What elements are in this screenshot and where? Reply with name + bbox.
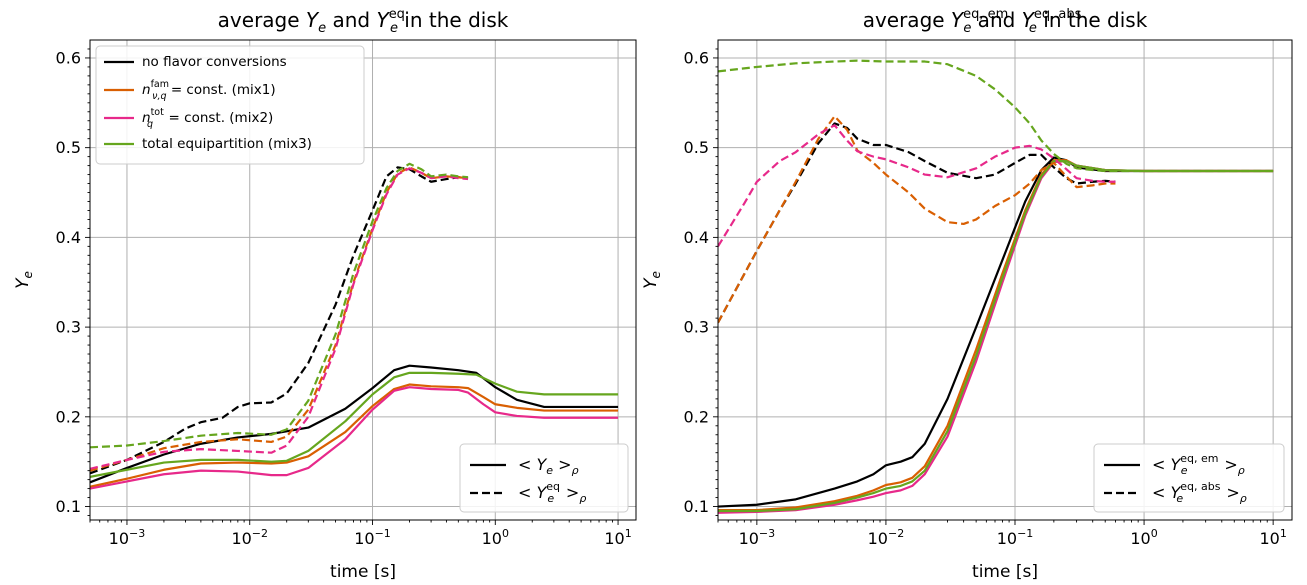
chart-panel-2: 10−3 10−2 10−1 100 101 0.1 0.2 0.3 0.4 0.5 0.6 time…	[641, 7, 1293, 582]
x-ticks	[89, 520, 619, 525]
chart-title: average Yeq, em e and Yeq, abs e in the di…	[863, 7, 1148, 36]
series-line-dashed-7	[718, 124, 1116, 247]
y-tick-label: 0.6	[684, 48, 709, 67]
y-tick-label: 0.5	[684, 138, 709, 157]
y-tick-label: 0.3	[684, 318, 709, 337]
legend-style-label: < Yeq e >ρ	[518, 480, 586, 505]
y-tick-label: 0.1	[56, 497, 81, 516]
y-tick-label: 0.2	[684, 407, 709, 426]
legend-style-label: < Ye >ρ	[518, 455, 579, 477]
y-tick-label: 0.3	[56, 318, 81, 337]
legend-label: nfam ν,q = const. (mix1)	[142, 79, 276, 102]
axes-frame	[717, 39, 1293, 521]
legend-models: no flavor conversions nfam ν,q = const. (m…	[95, 45, 365, 165]
series-line-dashed-8	[718, 59, 1274, 173]
series-line-dashed-5	[90, 166, 469, 475]
series-line-dashed-5	[718, 122, 1116, 324]
series-group	[90, 162, 619, 490]
legend-styles: < Ye >ρ < Yeq e >ρ	[459, 443, 629, 513]
x-tick-label: 10−1	[354, 527, 391, 548]
y-axis-label: Ye	[641, 271, 663, 289]
y-tick-label: 0.4	[56, 228, 81, 247]
y-axis-label: Ye	[13, 271, 35, 289]
x-tick-label: 10−1	[997, 527, 1034, 548]
series-line-dashed-6	[718, 115, 1116, 324]
x-tick-label: 101	[604, 527, 631, 548]
series-line-dashed-8	[90, 162, 469, 449]
series-line-solid-4	[718, 160, 1274, 513]
x-tick-label: 100	[482, 527, 509, 548]
y-ticks	[85, 48, 90, 516]
series-line-solid-3	[90, 386, 619, 490]
x-tick-label: 10−3	[739, 527, 776, 548]
x-tick-label: 101	[1259, 527, 1286, 548]
series-group	[718, 59, 1274, 514]
x-axis-label: time [s]	[972, 562, 1038, 582]
x-tick-label: 100	[1130, 527, 1157, 548]
legend-styles: < Yeq, em e >ρ < Yeq, abs e >ρ	[1093, 443, 1285, 513]
chart-title: average Ye and Yeq e in the disk	[218, 7, 509, 36]
legend-label: total equipartition (mix3)	[142, 136, 312, 152]
y-tick-label: 0.1	[684, 497, 709, 516]
series-line-solid-2	[90, 383, 619, 488]
y-tick-label: 0.5	[56, 138, 81, 157]
legend-label: ntot q = const. (mix2)	[142, 107, 273, 130]
legend-style-label: < Yeq, em e >ρ	[1152, 452, 1245, 477]
chart-panel-1: 10−3 10−2 10−1 100 101 0.1 0.2 0.3 0.4 0.5 0.6 time…	[13, 7, 637, 582]
legend-label: no flavor conversions	[142, 54, 287, 70]
x-tick-label: 10−3	[109, 527, 146, 548]
series-line-solid-4	[90, 371, 619, 479]
y-ticks	[713, 48, 718, 516]
x-axis-label: time [s]	[330, 562, 396, 582]
series-line-dashed-6	[90, 166, 469, 472]
series-line-dashed-7	[90, 167, 469, 470]
legend-style-label: < Yeq, abs e >ρ	[1152, 480, 1247, 505]
axes-frame	[89, 39, 637, 521]
series-line-solid-1	[90, 364, 619, 484]
y-tick-label: 0.4	[684, 228, 709, 247]
y-tick-label: 0.2	[56, 407, 81, 426]
x-ticks	[717, 520, 1274, 525]
y-tick-label: 0.6	[56, 48, 81, 67]
x-tick-label: 10−2	[868, 527, 905, 548]
x-tick-label: 10−2	[231, 527, 268, 548]
